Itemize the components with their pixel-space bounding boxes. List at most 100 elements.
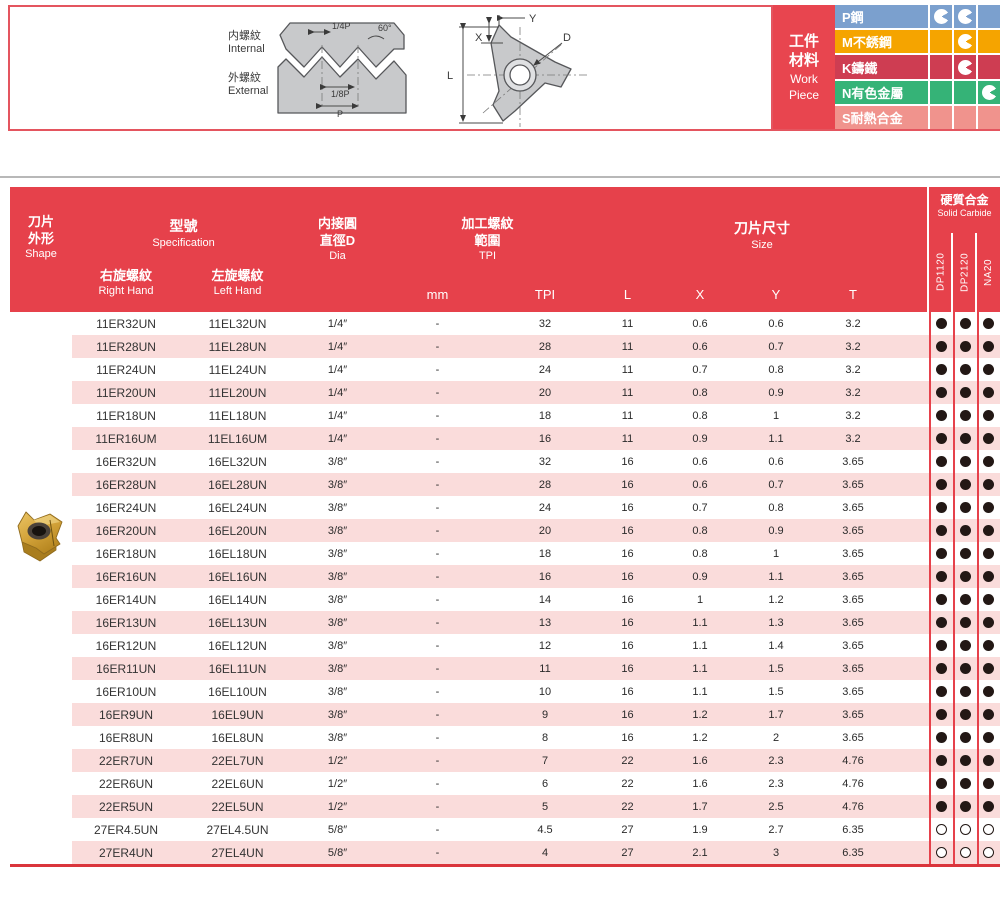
cell-x: 2.1	[692, 846, 708, 859]
dim-angle: 60°	[378, 23, 392, 33]
cell-left-hand: 16EL24UN	[208, 500, 267, 515]
cell-grade	[953, 427, 977, 450]
availability-solid-icon	[959, 594, 971, 605]
cell-l: 16	[621, 593, 634, 606]
availability-solid-icon	[959, 755, 971, 766]
cell-grade	[977, 496, 1000, 519]
cell-l: 16	[621, 455, 634, 468]
cell-dia: 3/8″	[327, 685, 348, 698]
cell-grade	[929, 680, 953, 703]
cell-l: 16	[621, 662, 634, 675]
availability-solid-icon	[983, 318, 994, 329]
cell-left-hand: 11EL32UN	[208, 316, 267, 331]
availability-solid-icon	[959, 663, 971, 674]
cell-y: 0.8	[768, 501, 784, 514]
cell-grade	[977, 358, 1000, 381]
col-carbide-header: 硬質合金 Solid Carbide	[929, 193, 1000, 219]
cell-right-hand: 16ER14UN	[95, 592, 157, 607]
availability-open-icon	[983, 847, 994, 858]
table-row: 16ER18UN 16EL18UN 3/8″ - 18 16 0.8 1 3.65	[72, 542, 1000, 565]
left-zh: 左旋螺紋	[211, 268, 264, 283]
cell-grade	[977, 565, 1000, 588]
cell-left-hand: 16EL10UN	[208, 684, 267, 699]
work-piece-title-en1: Work	[790, 72, 818, 86]
cell-grade	[929, 703, 953, 726]
cell-grade	[953, 588, 977, 611]
table-row: 16ER14UN 16EL14UN 3/8″ - 14 16 1 1.2 3.65	[72, 588, 1000, 611]
grade-column-separator	[929, 312, 931, 864]
material-label: N有色金屬	[835, 80, 928, 104]
cell-grade	[929, 795, 953, 818]
cell-y: 1.5	[768, 685, 784, 698]
cell-right-hand: 16ER8UN	[98, 730, 154, 745]
cell-dia: 1/4″	[327, 317, 348, 330]
table-row: 11ER24UN 11EL24UN 1/4″ - 24 11 0.7 0.8 3.2	[72, 358, 1000, 381]
cell-x: 1.1	[692, 639, 708, 652]
cell-tpi: 24	[538, 501, 552, 514]
cell-t: 3.2	[845, 340, 861, 353]
cell-tpi: 24	[538, 363, 552, 376]
cell-dia: 1/2″	[327, 754, 348, 767]
availability-solid-icon	[959, 525, 971, 536]
cell-grade	[977, 450, 1000, 473]
availability-solid-icon	[959, 778, 971, 789]
availability-solid-icon	[935, 571, 947, 582]
cell-mm: -	[435, 501, 440, 514]
thread-zh1: 加工螺紋	[461, 216, 514, 231]
cell-grade	[953, 726, 977, 749]
cell-grade	[929, 749, 953, 772]
availability-solid-icon	[935, 755, 947, 766]
cell-right-hand: 22ER6UN	[98, 776, 154, 791]
cell-t: 3.65	[842, 616, 864, 629]
availability-solid-icon	[935, 387, 947, 398]
cell-grade	[929, 588, 953, 611]
cell-mm: -	[435, 639, 440, 652]
cell-grade	[953, 703, 977, 726]
cell-dia: 1/4″	[327, 363, 348, 376]
cell-right-hand: 16ER16UN	[95, 569, 157, 584]
cell-tpi: 8	[541, 731, 549, 744]
cell-grade	[977, 749, 1000, 772]
cell-grade	[953, 680, 977, 703]
cell-t: 6.35	[842, 823, 864, 836]
cell-mm: -	[435, 823, 440, 836]
subheader-x: X	[695, 287, 705, 302]
cell-left-hand: 16EL9UN	[211, 707, 264, 722]
cell-grade	[953, 381, 977, 404]
cell-t: 3.65	[842, 708, 864, 721]
cell-left-hand: 22EL5UN	[211, 799, 264, 814]
table-row: 16ER16UN 16EL16UN 3/8″ - 16 16 0.9 1.1 3.65	[72, 565, 1000, 588]
availability-solid-icon	[959, 571, 971, 582]
work-piece-title: 工件 材料 Work Piece	[773, 5, 835, 131]
table-row: 16ER13UN 16EL13UN 3/8″ - 13 16 1.1 1.3 3.65	[72, 611, 1000, 634]
cell-mm: -	[435, 800, 440, 813]
internal-thread-label: 内螺紋 Internal	[228, 30, 265, 56]
cell-right-hand: 16ER28UN	[95, 477, 157, 492]
shape-zh1: 刀片	[27, 214, 54, 229]
right-en: Right Hand	[98, 285, 154, 297]
cell-dia: 3/8″	[327, 616, 348, 629]
cell-mm: -	[435, 754, 440, 767]
cell-left-hand: 16EL18UN	[208, 546, 267, 561]
cell-grade	[953, 841, 977, 864]
cell-left-hand: 16EL13UN	[208, 615, 267, 630]
cell-y: 2.3	[768, 777, 784, 790]
cell-tpi: 10	[538, 685, 552, 698]
availability-solid-icon	[959, 801, 971, 812]
table-row: 27ER4UN 27EL4UN 5/8″ - 4 27 2.1 3 6.35	[72, 841, 1000, 864]
work-piece-title-en2: Piece	[788, 88, 820, 102]
cell-t: 3.2	[845, 317, 861, 330]
work-piece-title-zh1: 工件	[788, 33, 819, 50]
cell-grade	[953, 358, 977, 381]
availability-solid-icon	[959, 318, 971, 329]
cell-right-hand: 16ER10UN	[95, 684, 157, 699]
availability-solid-icon	[983, 479, 994, 490]
cell-tpi: 9	[541, 708, 549, 721]
cell-grade	[977, 381, 1000, 404]
cell-grade	[953, 657, 977, 680]
cell-x: 0.8	[692, 524, 708, 537]
suitability-mark-icon	[957, 59, 973, 75]
cell-left-hand: 22EL6UN	[211, 776, 264, 791]
cell-grade	[977, 818, 1000, 841]
cell-y: 1	[772, 547, 780, 560]
